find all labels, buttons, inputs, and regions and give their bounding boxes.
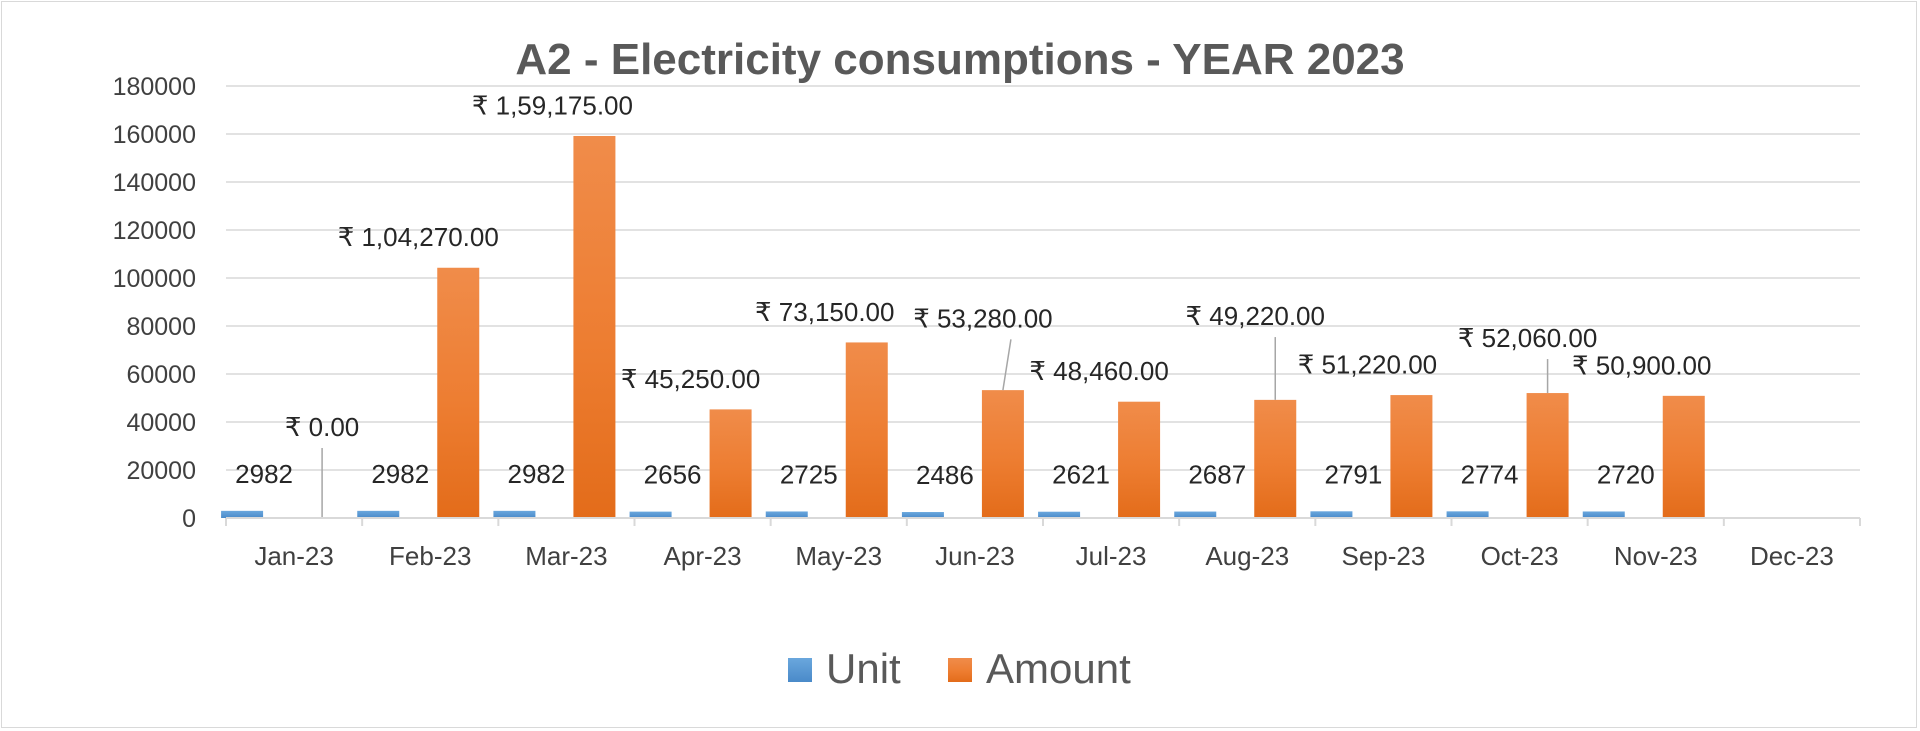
- data-labels: 2982 ₹ 0.00 2982 ₹ 1,04,270.00 2982 ₹ 1,59,17…: [235, 90, 1711, 490]
- x-tick-label: Jun-23: [935, 541, 1015, 571]
- x-tick-label: Sep-23: [1341, 541, 1425, 571]
- bar-unit: [765, 511, 808, 518]
- x-tick-label: Feb-23: [389, 541, 471, 571]
- y-tick-label: 160000: [113, 121, 196, 149]
- data-label-unit: 2725: [780, 459, 838, 489]
- data-label-unit: 2656: [644, 460, 702, 490]
- bar-amount: [573, 135, 616, 519]
- bar-unit: [221, 510, 264, 518]
- bar-unit: [1038, 511, 1081, 518]
- y-tick-label: 180000: [113, 73, 196, 101]
- bar-unit: [493, 510, 536, 518]
- y-tick-label: 40000: [126, 409, 196, 437]
- bar-amount: [1662, 395, 1705, 518]
- y-tick-label: 0: [182, 505, 196, 533]
- legend-label-unit: Unit: [826, 645, 901, 692]
- data-label-amount: ₹ 51,220.00: [1298, 350, 1437, 380]
- bar-unit: [357, 510, 400, 518]
- data-label-unit: 2486: [916, 460, 974, 490]
- bar-amount: [437, 267, 480, 518]
- data-label-amount: ₹ 52,060.00: [1458, 323, 1597, 353]
- bar-unit: [1582, 511, 1625, 518]
- data-label-unit: 2621: [1052, 460, 1110, 490]
- data-label-amount: ₹ 1,59,175.00: [472, 90, 633, 120]
- legend-swatch-amount: [948, 658, 972, 682]
- x-tick-label: Apr-23: [664, 541, 742, 571]
- legend: Unit Amount: [788, 645, 1131, 692]
- x-tick-label: Jul-23: [1076, 541, 1147, 571]
- bar-unit: [1174, 511, 1217, 518]
- y-tick-label: 20000: [126, 457, 196, 485]
- bar-amount: [1118, 401, 1161, 518]
- legend-label-amount: Amount: [986, 645, 1131, 692]
- bar-unit: [1446, 511, 1489, 518]
- x-tick-label: May-23: [795, 541, 882, 571]
- y-tick-label: 80000: [126, 313, 196, 341]
- y-tick-label: 140000: [113, 169, 196, 197]
- leader-line: [1002, 339, 1012, 391]
- bar-amount: [1390, 395, 1433, 518]
- bar-unit: [1310, 511, 1353, 518]
- gridlines: [226, 85, 1860, 471]
- label-leaders: [321, 337, 1549, 518]
- x-tick-label: Dec-23: [1750, 541, 1834, 571]
- bars: [221, 135, 1705, 519]
- x-tick-label: Oct-23: [1481, 541, 1559, 571]
- data-label-amount: ₹ 1,04,270.00: [338, 222, 499, 252]
- bar-amount: [709, 409, 752, 518]
- data-label-unit: 2982: [235, 459, 293, 489]
- y-axis-ticks: 0 20000 40000 60000 80000 100000 120000 140000 1…: [113, 73, 196, 533]
- data-label-amount: ₹ 50,900.00: [1572, 350, 1711, 380]
- data-label-unit: 2687: [1188, 460, 1246, 490]
- data-label-amount: ₹ 49,220.00: [1186, 301, 1325, 331]
- data-label-unit: 2791: [1324, 459, 1382, 489]
- data-label-unit: 2982: [507, 459, 565, 489]
- y-tick-label: 60000: [126, 361, 196, 389]
- x-tick-label: Aug-23: [1205, 541, 1289, 571]
- data-label-amount: ₹ 53,280.00: [913, 303, 1052, 333]
- y-tick-label: 120000: [113, 217, 196, 245]
- bar-amount: [845, 342, 888, 518]
- x-tick-label: Jan-23: [254, 541, 334, 571]
- bar-unit: [629, 511, 672, 518]
- bar-amount: [981, 390, 1024, 518]
- bar-amount: [1254, 399, 1297, 518]
- bar-amount: [1526, 393, 1569, 518]
- x-tick-label: Nov-23: [1614, 541, 1698, 571]
- x-axis: Jan-23 Feb-23 Mar-23 Apr-23 May-23 Jun-23 Jul-…: [225, 517, 1861, 571]
- data-label-amount: ₹ 73,150.00: [755, 297, 894, 327]
- data-label-unit: 2982: [371, 459, 429, 489]
- legend-swatch-unit: [788, 658, 812, 682]
- chart-title: A2 - Electricity consumptions - YEAR 202…: [515, 35, 1404, 84]
- data-label-amount: ₹ 45,250.00: [621, 364, 760, 394]
- data-label-amount: ₹ 0.00: [285, 412, 359, 442]
- data-label-unit: 2720: [1597, 459, 1655, 489]
- y-tick-label: 100000: [113, 265, 196, 293]
- data-label-amount: ₹ 48,460.00: [1029, 356, 1168, 386]
- x-tick-label: Mar-23: [525, 541, 607, 571]
- bar-unit: [901, 512, 944, 518]
- data-label-unit: 2774: [1461, 459, 1519, 489]
